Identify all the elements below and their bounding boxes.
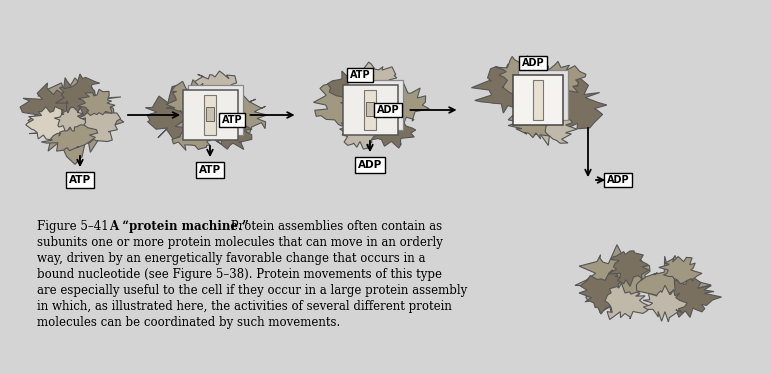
Polygon shape	[579, 270, 628, 314]
Bar	[342, 85, 398, 135]
Polygon shape	[77, 89, 115, 116]
Polygon shape	[658, 257, 702, 283]
Text: are especially useful to the cell if they occur in a large protein assembly: are especially useful to the cell if the…	[37, 284, 467, 297]
Text: ADP: ADP	[522, 58, 544, 68]
Polygon shape	[192, 71, 238, 109]
Polygon shape	[508, 106, 554, 139]
Text: ATP: ATP	[69, 175, 91, 185]
Polygon shape	[528, 105, 577, 145]
Text: molecules can be coordinated by such movements.: molecules can be coordinated by such mov…	[37, 316, 340, 329]
Polygon shape	[471, 64, 539, 113]
Bar	[366, 102, 374, 116]
Polygon shape	[605, 283, 651, 319]
Polygon shape	[351, 101, 389, 129]
Bar	[364, 90, 376, 130]
Bar	[348, 80, 402, 130]
Text: ATP: ATP	[222, 115, 242, 125]
Polygon shape	[192, 109, 227, 141]
Bar	[187, 85, 243, 135]
Text: subunits one or more protein molecules that can move in an orderly: subunits one or more protein molecules t…	[37, 236, 443, 249]
Text: Protein assemblies often contain as: Protein assemblies often contain as	[227, 220, 442, 233]
Polygon shape	[146, 85, 210, 141]
Polygon shape	[370, 82, 429, 126]
Polygon shape	[54, 107, 86, 131]
Polygon shape	[205, 115, 252, 150]
Polygon shape	[643, 285, 687, 322]
Bar	[204, 95, 216, 135]
Bar	[183, 90, 237, 140]
Text: ADP: ADP	[607, 175, 629, 185]
Polygon shape	[56, 74, 106, 116]
Polygon shape	[658, 273, 722, 318]
Polygon shape	[328, 68, 377, 107]
Polygon shape	[351, 62, 397, 94]
Polygon shape	[365, 111, 416, 148]
Polygon shape	[215, 91, 267, 137]
Polygon shape	[20, 78, 84, 138]
Polygon shape	[528, 61, 586, 101]
Polygon shape	[537, 76, 607, 129]
Polygon shape	[608, 251, 649, 286]
Text: A “protein machine.”: A “protein machine.”	[109, 220, 249, 233]
Text: ADP: ADP	[377, 105, 399, 115]
Text: in which, as illustrated here, the activities of several different protein: in which, as illustrated here, the activ…	[37, 300, 452, 313]
Polygon shape	[575, 245, 654, 313]
Polygon shape	[65, 103, 120, 143]
Polygon shape	[172, 115, 221, 150]
Polygon shape	[28, 78, 124, 164]
Text: bound nucleotide (see Figure 5–38). Protein movements of this type: bound nucleotide (see Figure 5–38). Prot…	[37, 268, 442, 281]
Bar	[533, 80, 543, 120]
Polygon shape	[340, 116, 383, 149]
Text: ADP: ADP	[358, 160, 382, 170]
Bar	[206, 107, 214, 121]
Polygon shape	[42, 111, 98, 151]
Polygon shape	[314, 83, 373, 126]
Polygon shape	[636, 255, 711, 312]
Text: ATP: ATP	[350, 70, 370, 80]
Bar	[518, 70, 568, 120]
Text: ATP: ATP	[199, 165, 221, 175]
Polygon shape	[166, 80, 217, 121]
Text: way, driven by an energetically favorable change that occurs in a: way, driven by an energetically favorabl…	[37, 252, 426, 265]
Polygon shape	[25, 107, 74, 140]
Bar	[513, 75, 563, 125]
Text: Figure 5–41: Figure 5–41	[37, 220, 116, 233]
Polygon shape	[495, 56, 550, 98]
